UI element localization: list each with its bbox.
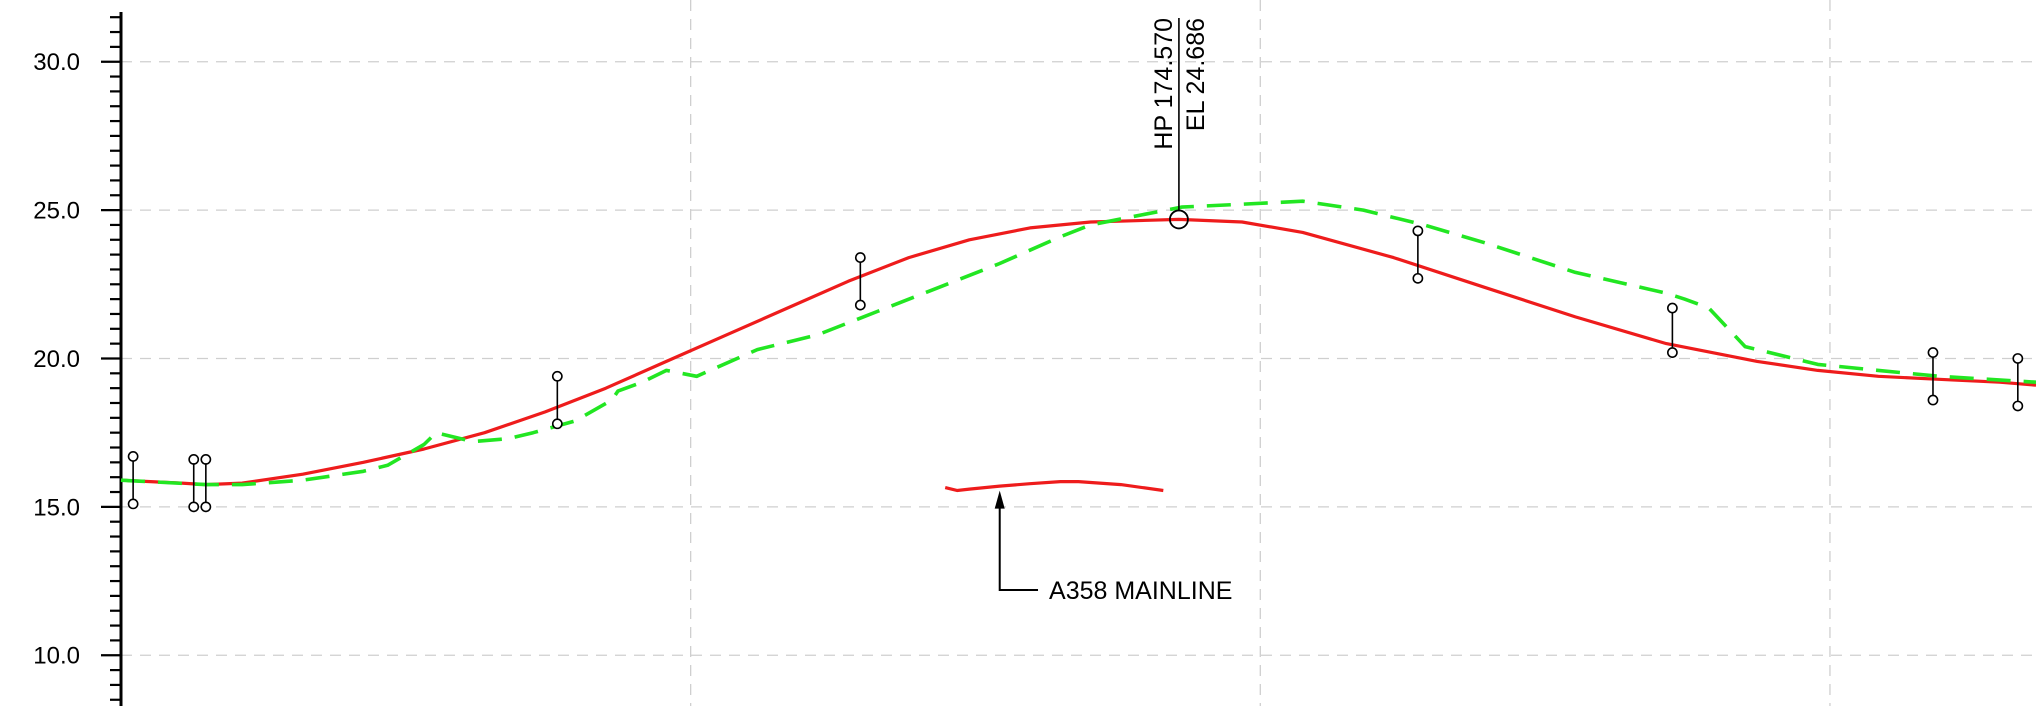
level-marker-bottom-point [1412, 272, 1424, 284]
high-point-annotation: HP 174.570 EL 24.686 [1150, 18, 1210, 230]
level-marker [127, 451, 139, 510]
level-marker [2012, 353, 2024, 412]
level-marker-top-point [1412, 225, 1424, 237]
mainline-callout: A358 MAINLINE [944, 480, 1232, 605]
level-marker [1412, 225, 1424, 284]
level-marker-bottom-point [200, 501, 212, 513]
existing-profile-line [120, 199, 2036, 487]
design-profile-line [120, 217, 2036, 487]
level-marker [1666, 302, 1678, 358]
level-marker-top-point [188, 453, 200, 465]
level-marker-top-point [2012, 353, 2024, 364]
level-marker-top-point [127, 451, 139, 462]
level-marker-top-point [1927, 347, 1939, 358]
level-marker-top-point [854, 252, 866, 263]
level-marker-bottom-point [2012, 400, 2024, 412]
high-point-station-label: HP 174.570 [1150, 18, 1178, 150]
level-marker-top-point [551, 370, 563, 382]
profile-series [120, 199, 2036, 487]
high-point-circle [1169, 209, 1189, 230]
level-marker-bottom-point [127, 498, 139, 510]
callout-arrowhead [994, 490, 1005, 509]
grid-lines [121, 0, 2036, 706]
level-marker [551, 370, 563, 430]
level-marker-bottom-point [551, 418, 563, 430]
y-axis: 10.0 15.0 20.0 25.0 30.0 [33, 12, 123, 706]
level-marker [854, 252, 866, 311]
y-tick-label: 10.0 [33, 643, 80, 670]
y-tick-label: 30.0 [33, 49, 80, 76]
mainline-profile-segment [944, 480, 1164, 493]
level-marker-bottom-point [1927, 394, 1939, 406]
level-marker-top-point [1666, 302, 1678, 314]
callout-label: A358 MAINLINE [1049, 577, 1232, 605]
level-marker-bottom-point [188, 501, 200, 513]
level-marker [1927, 347, 1939, 406]
y-tick-label: 20.0 [33, 346, 80, 373]
level-markers [127, 225, 2024, 513]
callout-leader-line [998, 504, 1039, 591]
level-marker [200, 453, 212, 513]
high-point-elevation-label: EL 24.686 [1182, 18, 1210, 131]
level-marker-bottom-point [1666, 347, 1678, 358]
y-tick-label: 15.0 [33, 494, 80, 521]
level-marker [188, 453, 200, 513]
level-marker-top-point [200, 453, 212, 465]
level-marker-bottom-point [854, 299, 866, 311]
y-tick-label: 25.0 [33, 198, 80, 225]
